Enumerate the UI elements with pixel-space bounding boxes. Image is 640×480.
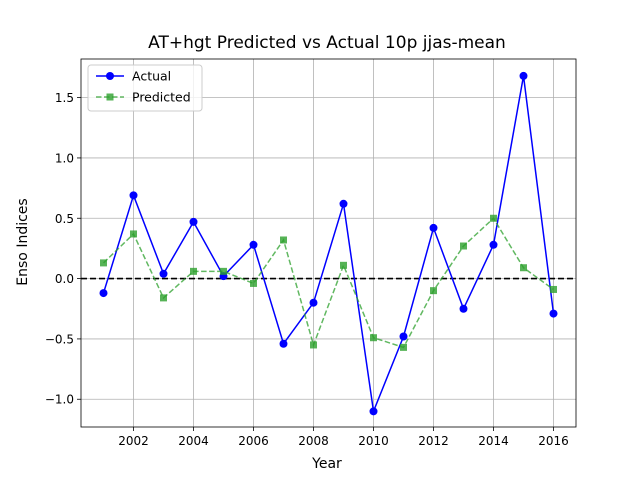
data-point-actual bbox=[519, 71, 528, 80]
data-point-actual bbox=[129, 191, 138, 200]
data-point-predicted bbox=[250, 279, 257, 287]
data-point-actual bbox=[459, 304, 468, 313]
data-point-predicted bbox=[220, 267, 227, 275]
x-tick-label: 2014 bbox=[478, 434, 509, 448]
ticks-layer: 2002 2004 2006 2008 2010 2012 2014 2016 −1.0 −0.5… bbox=[45, 91, 569, 448]
legend-marker-actual bbox=[106, 72, 114, 80]
data-point-actual bbox=[279, 339, 288, 348]
legend-marker-predicted bbox=[106, 93, 114, 101]
data-point-predicted bbox=[190, 267, 197, 275]
series-actual bbox=[99, 71, 558, 416]
data-point-predicted bbox=[310, 341, 317, 349]
data-point-predicted bbox=[550, 285, 557, 293]
data-point-predicted bbox=[340, 261, 347, 269]
data-point-actual bbox=[429, 223, 438, 232]
data-point-predicted bbox=[130, 230, 137, 238]
y-tick-label: 0.0 bbox=[55, 272, 74, 286]
y-tick-label: −0.5 bbox=[45, 332, 74, 346]
chart-title: AT+hgt Predicted vs Actual 10p jjas-mean bbox=[148, 33, 506, 53]
data-point-predicted bbox=[490, 214, 497, 222]
data-point-actual bbox=[99, 289, 108, 298]
data-point-predicted bbox=[160, 294, 167, 302]
y-tick-label: 1.0 bbox=[55, 151, 74, 165]
data-point-predicted bbox=[460, 242, 467, 250]
legend-label-actual: Actual bbox=[132, 69, 171, 84]
data-point-predicted bbox=[400, 343, 407, 351]
legend-label-predicted: Predicted bbox=[132, 90, 191, 105]
data-point-predicted bbox=[370, 334, 377, 342]
data-point-actual bbox=[549, 309, 558, 318]
series-line-predicted bbox=[102, 217, 554, 349]
y-axis-label: Enso Indices bbox=[15, 198, 31, 285]
x-tick-label: 2010 bbox=[358, 434, 389, 448]
y-tick-label: 0.5 bbox=[55, 212, 74, 226]
series-layer bbox=[99, 71, 558, 416]
series-line-actual bbox=[102, 75, 555, 415]
series-predicted bbox=[100, 214, 557, 351]
data-point-actual bbox=[189, 217, 198, 226]
x-tick-label: 2016 bbox=[538, 434, 569, 448]
data-point-predicted bbox=[280, 236, 287, 244]
x-axis-label: Year bbox=[311, 456, 342, 472]
data-point-actual bbox=[489, 240, 498, 249]
x-tick-label: 2006 bbox=[238, 434, 269, 448]
data-point-actual bbox=[369, 407, 378, 416]
data-point-predicted bbox=[100, 259, 107, 267]
x-tick-label: 2002 bbox=[118, 434, 149, 448]
data-point-predicted bbox=[430, 287, 437, 295]
data-point-actual bbox=[309, 298, 318, 307]
data-point-predicted bbox=[520, 264, 527, 272]
legend: Actual Predicted bbox=[87, 64, 203, 112]
data-point-actual bbox=[249, 240, 258, 249]
y-tick-label: 1.5 bbox=[55, 91, 74, 105]
y-tick-label: −1.0 bbox=[45, 393, 74, 407]
x-tick-label: 2012 bbox=[418, 434, 449, 448]
data-point-actual bbox=[339, 199, 348, 208]
x-tick-label: 2008 bbox=[298, 434, 329, 448]
data-point-actual bbox=[159, 269, 168, 278]
plot-frame bbox=[80, 58, 577, 428]
x-tick-label: 2004 bbox=[178, 434, 209, 448]
data-point-actual bbox=[399, 332, 408, 341]
